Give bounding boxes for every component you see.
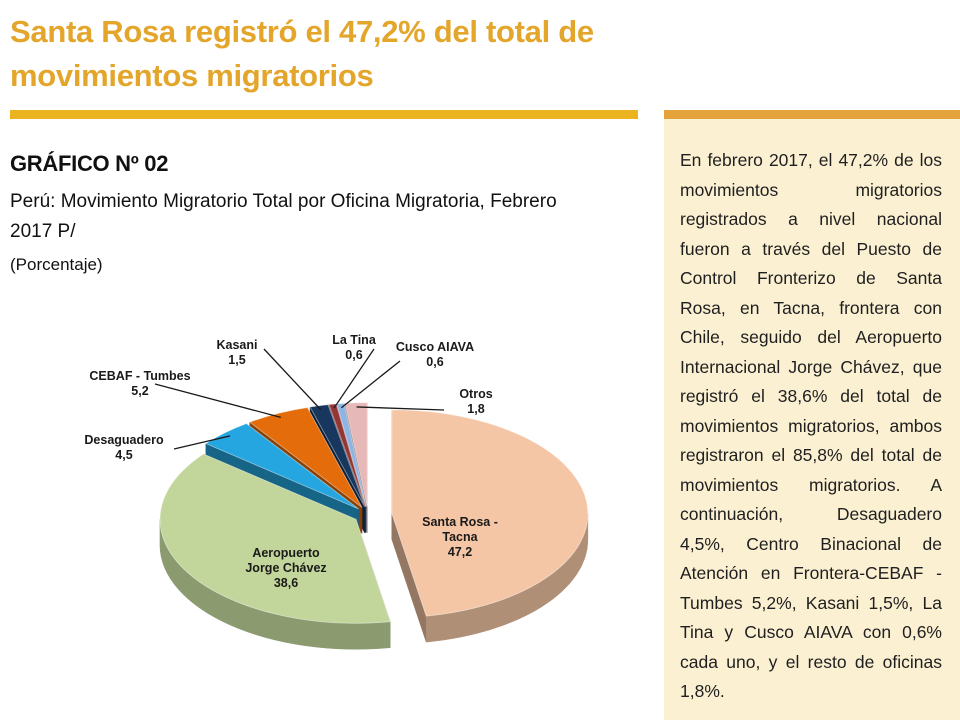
slice-name-label: La Tina bbox=[332, 333, 377, 347]
slice-value-label: 1,8 bbox=[467, 402, 484, 416]
slice-value-label: 47,2 bbox=[448, 545, 472, 559]
pie-slice bbox=[344, 402, 368, 507]
pie-slice bbox=[309, 404, 366, 508]
pie-slice bbox=[205, 423, 359, 510]
slice-value-label: 0,6 bbox=[426, 355, 443, 369]
slice-name-label: Otros bbox=[459, 387, 492, 401]
figure-title: Perú: Movimiento Migratorio Total por Of… bbox=[10, 191, 557, 242]
leader-line bbox=[154, 383, 281, 418]
slice-value-label: 5,2 bbox=[131, 384, 148, 398]
slice-name-label: CEBAF - Tumbes bbox=[89, 369, 190, 383]
slice-name-label: Jorge Chávez bbox=[245, 561, 326, 575]
slice-value-label: 4,5 bbox=[115, 448, 132, 462]
slice-value-label: 38,6 bbox=[274, 576, 298, 590]
figure-unit: (Porcentaje) bbox=[10, 255, 103, 274]
pie-slice bbox=[391, 409, 589, 617]
leader-line bbox=[356, 406, 445, 411]
slice-value-label: 1,5 bbox=[228, 353, 245, 367]
figure-number: GRÁFICO Nº 02 bbox=[10, 151, 169, 176]
side-panel bbox=[664, 119, 960, 720]
slice-name-label: Santa Rosa - bbox=[422, 515, 498, 529]
slice-name-label: Kasani bbox=[217, 338, 258, 352]
leader-line bbox=[340, 360, 401, 409]
leader-line bbox=[263, 348, 322, 411]
headline: Santa Rosa registró el 47,2% del total d… bbox=[10, 14, 594, 93]
pie-slice bbox=[248, 407, 363, 508]
slice-name-label: Cusco AIAVA bbox=[396, 340, 474, 354]
slice-name-label: Tacna bbox=[442, 530, 478, 544]
slice-name-label: Aeropuerto bbox=[252, 546, 320, 560]
slice-value-label: 0,6 bbox=[345, 348, 362, 362]
side-panel-rule bbox=[664, 110, 960, 119]
pie-slices bbox=[159, 402, 589, 624]
side-panel-text: En febrero 2017, el 47,2% de los movimie… bbox=[680, 150, 942, 701]
pie-slice bbox=[159, 453, 391, 624]
leader-line bbox=[333, 348, 375, 409]
headline-rule bbox=[10, 110, 638, 119]
slice-name-label: Desaguadero bbox=[84, 433, 164, 447]
leader-line bbox=[173, 435, 231, 450]
